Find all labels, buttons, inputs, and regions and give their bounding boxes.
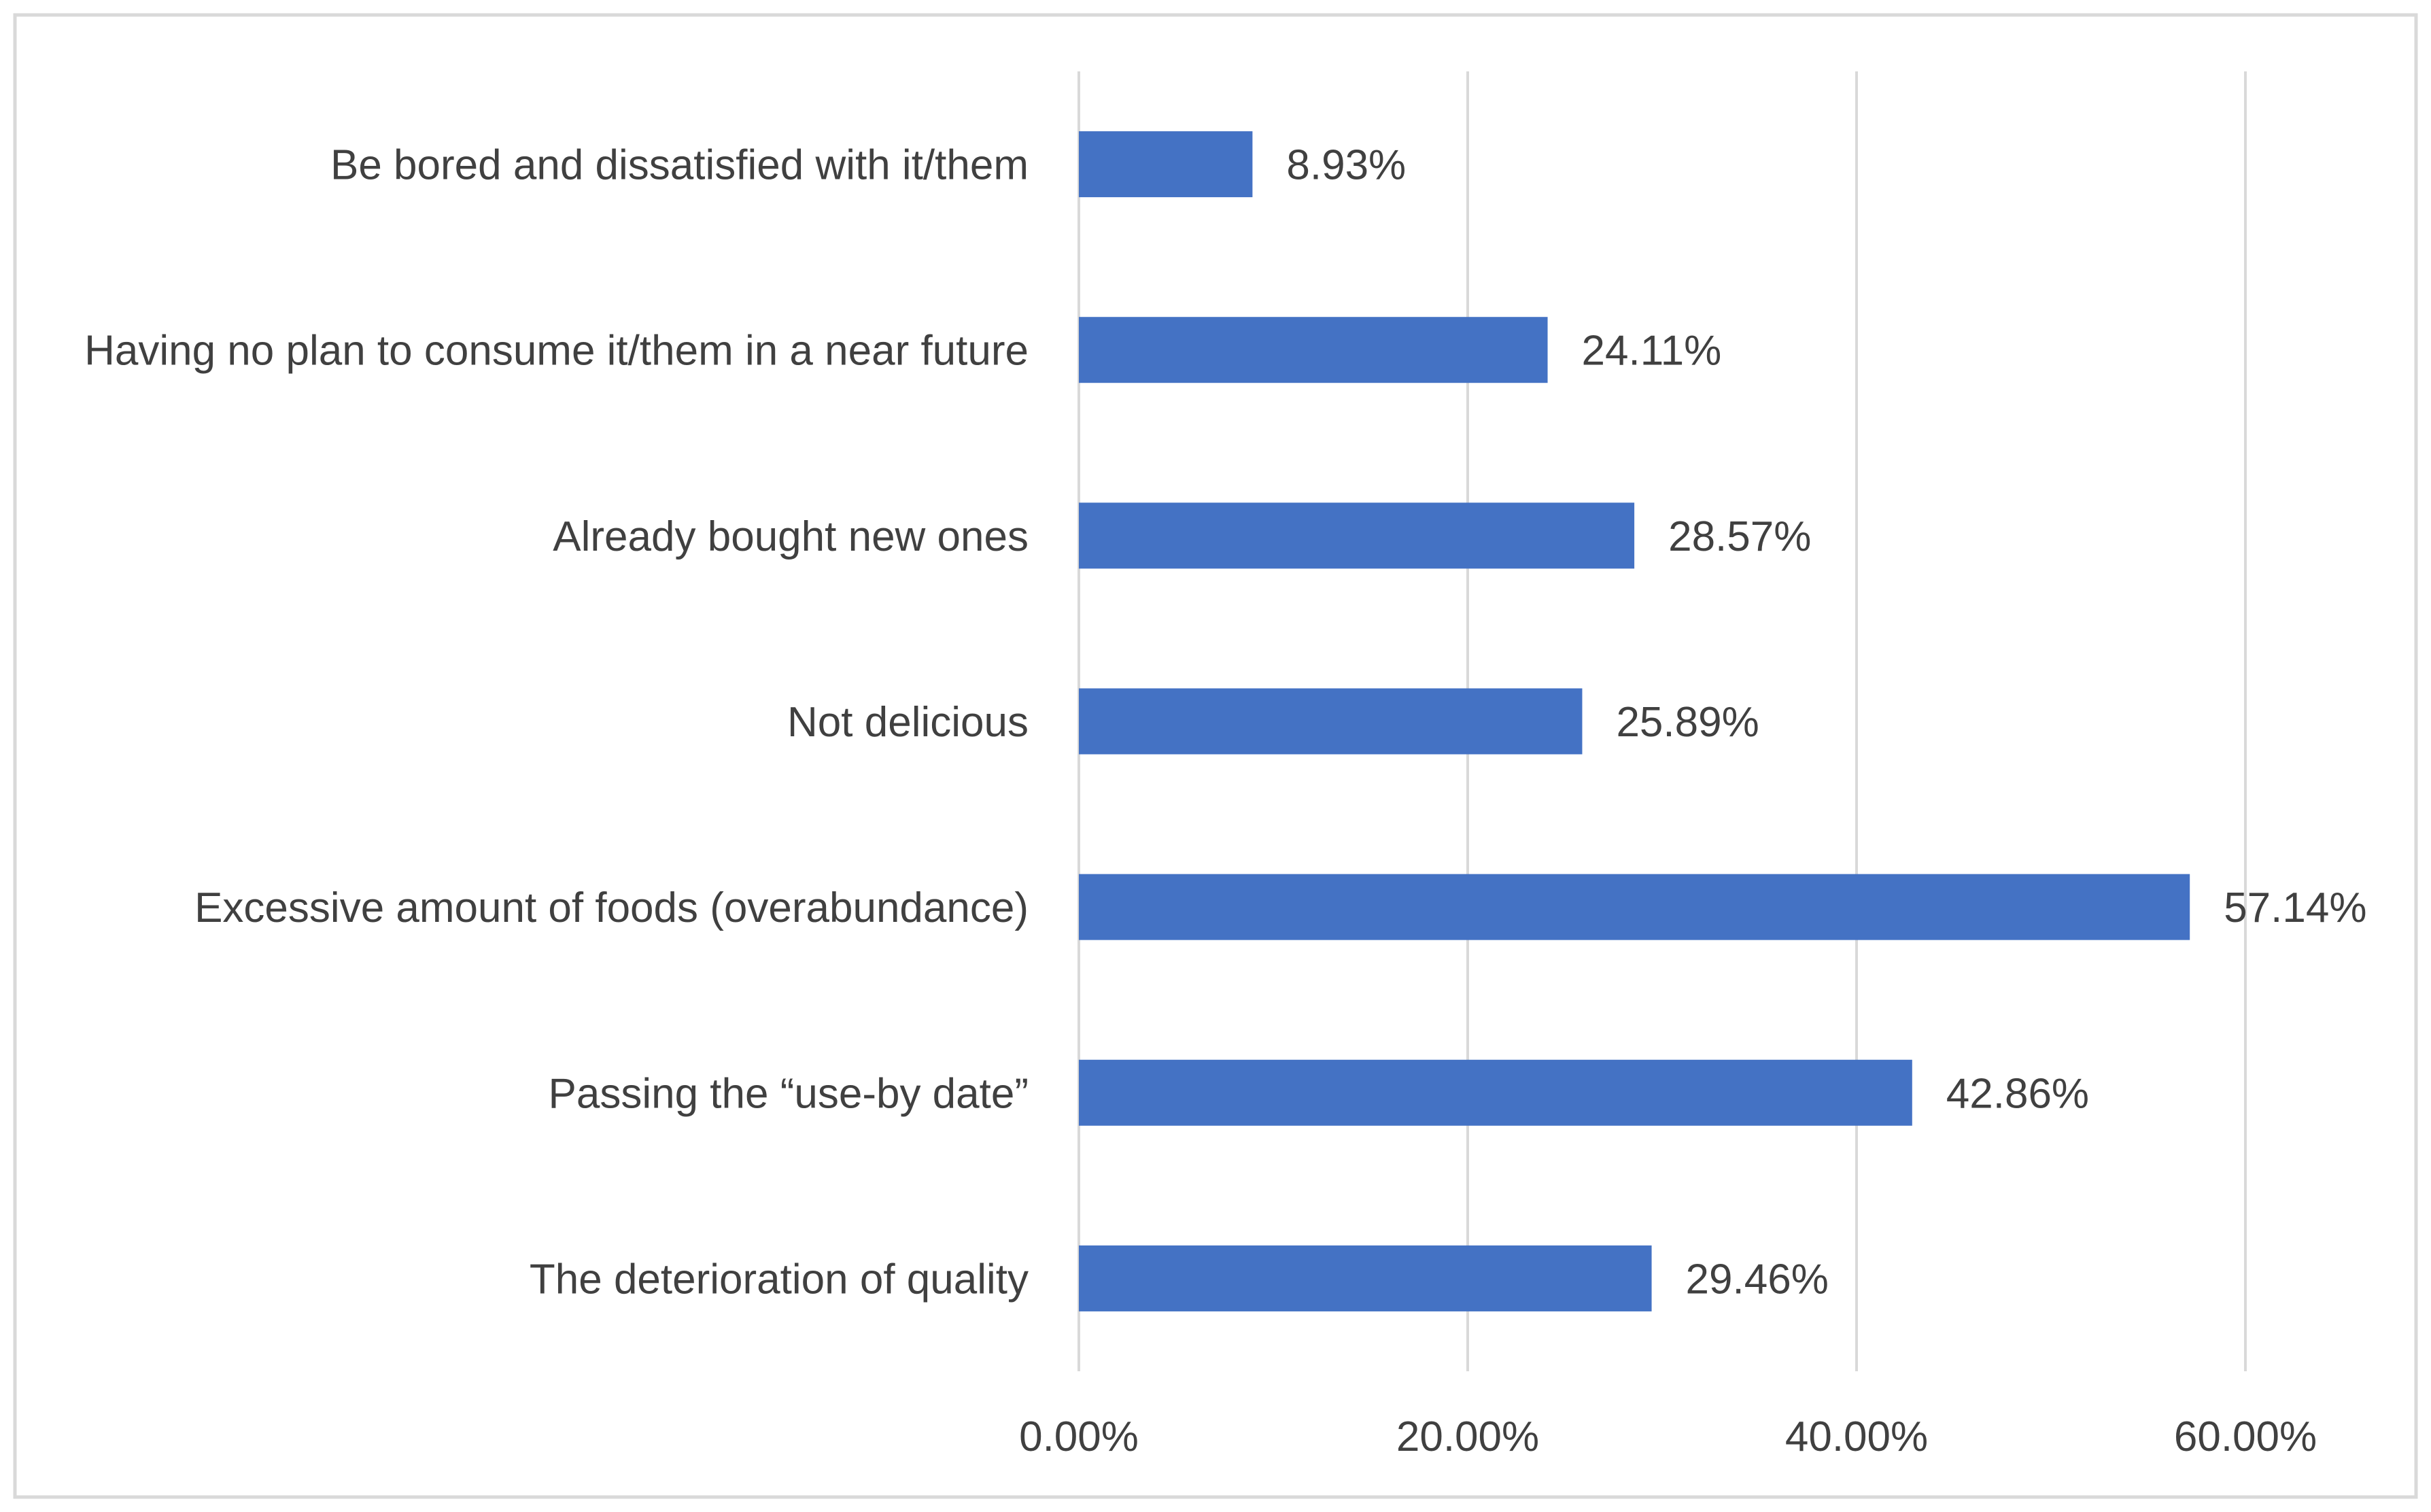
- category-label: Passing the “use-by date”: [549, 1070, 1029, 1117]
- category-label: The deterioration of quality: [530, 1256, 1029, 1303]
- bar: [1079, 317, 1548, 383]
- bar-value-label: 57.14%: [2224, 884, 2366, 931]
- bar-value-label: 24.11%: [1582, 328, 1722, 375]
- x-tick-label: 0.00%: [1019, 1413, 1139, 1460]
- x-tick-label: 40.00%: [1785, 1413, 1928, 1460]
- category-label: Be bored and dissatisfied with it/them: [330, 142, 1029, 189]
- bar: [1079, 688, 1583, 755]
- x-axis-tick-labels: 0.00% 20.00% 40.00% 60.00%: [1019, 1413, 2317, 1460]
- bar: [1079, 131, 1253, 198]
- bar: [1079, 1245, 1652, 1311]
- bar-value-label: 25.89%: [1616, 699, 1759, 746]
- category-label: Excessive amount of foods (overabundance…: [194, 884, 1029, 931]
- bar-value-label: 28.57%: [1668, 513, 1811, 560]
- bar: [1079, 1059, 1912, 1126]
- x-tick-label: 20.00%: [1396, 1413, 1539, 1460]
- category-labels: Be bored and dissatisfied with it/them Ha…: [84, 142, 1029, 1303]
- bar-value-label: 8.93%: [1286, 142, 1406, 189]
- category-label: Having no plan to consume it/them in a n…: [84, 328, 1029, 375]
- category-label: Already bought new ones: [553, 513, 1029, 560]
- bar-value-label: 29.46%: [1686, 1256, 1829, 1303]
- value-labels: 8.93% 24.11% 28.57% 25.89% 57.14% 42.86% 29.46…: [1286, 142, 2366, 1303]
- bar-value-label: 42.86%: [1946, 1070, 2089, 1117]
- category-label: Not delicious: [787, 699, 1029, 746]
- x-tick-label: 60.00%: [2174, 1413, 2317, 1460]
- bars: [1079, 131, 2190, 1311]
- bar: [1079, 874, 2190, 940]
- bar: [1079, 502, 1635, 569]
